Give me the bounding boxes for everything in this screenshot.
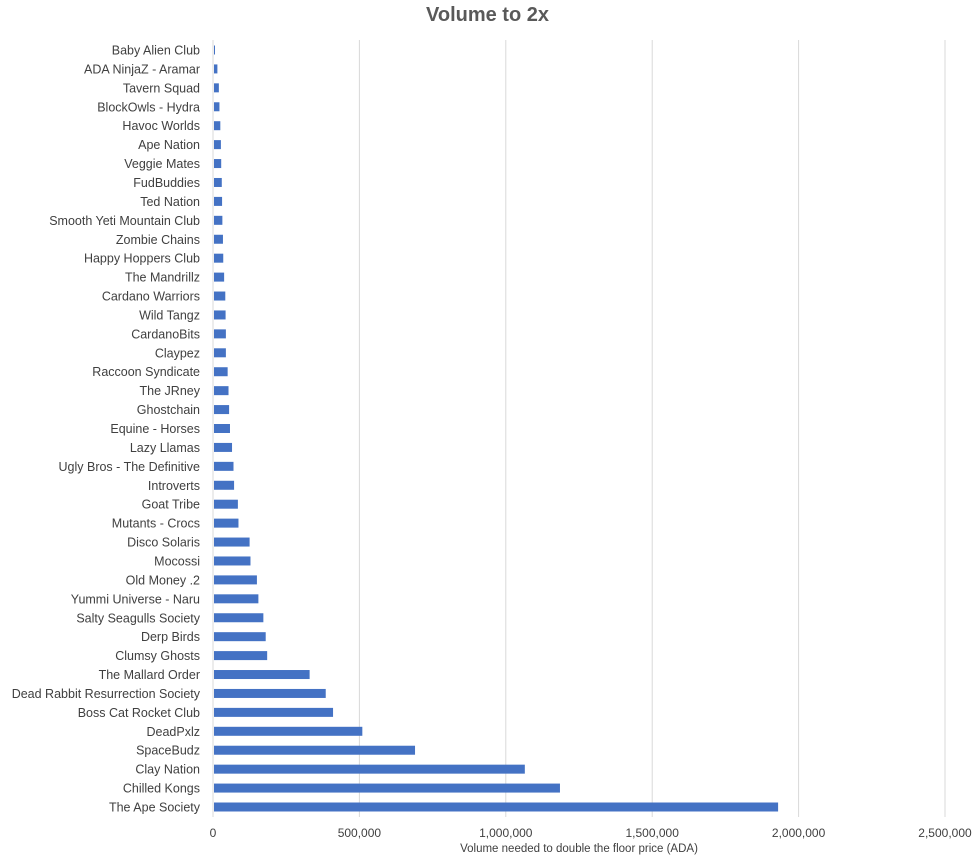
category-label: Havoc Worlds <box>122 119 200 133</box>
category-label: Derp Birds <box>141 630 200 644</box>
category-label: Mocossi <box>154 554 200 568</box>
category-label: Raccoon Syndicate <box>92 365 200 379</box>
category-label: Happy Hoppers Club <box>84 252 200 266</box>
category-label: Disco Solaris <box>127 536 200 550</box>
bar <box>214 291 226 301</box>
bar <box>214 688 326 698</box>
bar <box>214 575 257 585</box>
category-label: Goat Tribe <box>142 498 200 512</box>
category-label: The JRney <box>140 384 201 398</box>
bar <box>214 367 228 377</box>
bar <box>214 499 238 509</box>
category-label: The Mallard Order <box>99 668 200 682</box>
category-label: Veggie Mates <box>124 157 200 171</box>
bar <box>214 424 230 433</box>
bar <box>214 64 218 74</box>
category-label: Old Money .2 <box>126 573 200 587</box>
bar <box>214 480 235 490</box>
bar <box>214 613 264 623</box>
bar <box>214 461 234 471</box>
category-label: Clay Nation <box>135 763 200 777</box>
category-label: Clumsy Ghosts <box>115 649 200 663</box>
bar <box>214 159 222 169</box>
x-tick-label: 1,000,000 <box>479 826 533 840</box>
bar <box>214 726 363 736</box>
category-label: Baby Alien Club <box>112 44 200 58</box>
category-label: Yummi Universe - Naru <box>71 592 200 606</box>
bar <box>214 764 525 774</box>
x-tick-label: 2,000,000 <box>772 826 826 840</box>
category-label: SpaceBudz <box>136 744 200 758</box>
bar <box>214 215 223 225</box>
bar <box>214 405 230 415</box>
x-tick-label: 1,500,000 <box>626 826 680 840</box>
category-label: Mutants - Crocs <box>112 517 200 531</box>
category-label: CardanoBits <box>131 327 200 341</box>
category-labels: Baby Alien Club ADA NinjaZ - Aramar Tavern… <box>12 44 201 815</box>
x-tick-labels: 0 500,000 1,000,000 1,500,000 2,000,000 2,500… <box>210 826 972 840</box>
category-label: Claypez <box>155 346 200 360</box>
bar <box>214 670 310 680</box>
bar <box>214 707 334 717</box>
category-label: Zombie Chains <box>116 233 200 247</box>
category-label: The Mandrillz <box>125 271 200 285</box>
category-label: Tavern Squad <box>123 81 200 95</box>
gridlines <box>212 40 946 817</box>
bar <box>214 45 215 55</box>
category-label: ADA NinjaZ - Aramar <box>84 62 200 76</box>
category-label: Ted Nation <box>140 195 200 209</box>
bar <box>214 745 416 755</box>
bar <box>214 83 219 93</box>
category-label: Ugly Bros - The Definitive <box>59 460 201 474</box>
bar <box>214 783 560 793</box>
category-label: Smooth Yeti Mountain Club <box>49 214 200 228</box>
x-tick-label: 0 <box>210 826 217 840</box>
bar <box>214 121 221 131</box>
category-label: Ape Nation <box>138 138 200 152</box>
bar <box>214 594 259 604</box>
x-axis-label: Volume needed to double the floor price … <box>460 843 698 855</box>
category-label: Dead Rabbit Resurrection Society <box>12 687 201 701</box>
chart-title: Volume to 2x <box>426 4 549 26</box>
bar <box>214 802 779 812</box>
category-label: Ghostchain <box>137 403 200 417</box>
x-tick-label: 500,000 <box>338 826 382 840</box>
bars <box>214 45 779 812</box>
category-label: Cardano Warriors <box>102 290 200 304</box>
x-tick-label: 2,500,000 <box>918 826 972 840</box>
bar <box>214 329 226 339</box>
bar <box>214 348 226 358</box>
category-label: Introverts <box>148 479 200 493</box>
category-label: FudBuddies <box>133 176 200 190</box>
bar <box>214 442 233 452</box>
category-label: Lazy Llamas <box>130 441 200 455</box>
category-label: Boss Cat Rocket Club <box>78 706 200 720</box>
bar <box>214 310 226 320</box>
bar <box>214 196 223 206</box>
bar <box>214 253 224 263</box>
bar <box>214 234 223 244</box>
bar <box>214 537 250 547</box>
bar <box>214 518 239 528</box>
bar <box>214 386 229 396</box>
category-label: Salty Seagulls Society <box>76 611 200 625</box>
bar <box>214 102 220 112</box>
bar <box>214 272 225 282</box>
bar <box>214 632 266 642</box>
bar <box>214 140 221 150</box>
category-label: Chilled Kongs <box>123 782 200 796</box>
bar <box>214 177 222 187</box>
category-label: The Ape Society <box>109 801 201 815</box>
category-label: Wild Tangz <box>139 308 200 322</box>
category-label: BlockOwls - Hydra <box>97 100 200 114</box>
bar <box>214 651 268 661</box>
bar <box>214 556 251 566</box>
category-label: DeadPxlz <box>147 725 201 739</box>
category-label: Equine - Horses <box>110 422 200 436</box>
